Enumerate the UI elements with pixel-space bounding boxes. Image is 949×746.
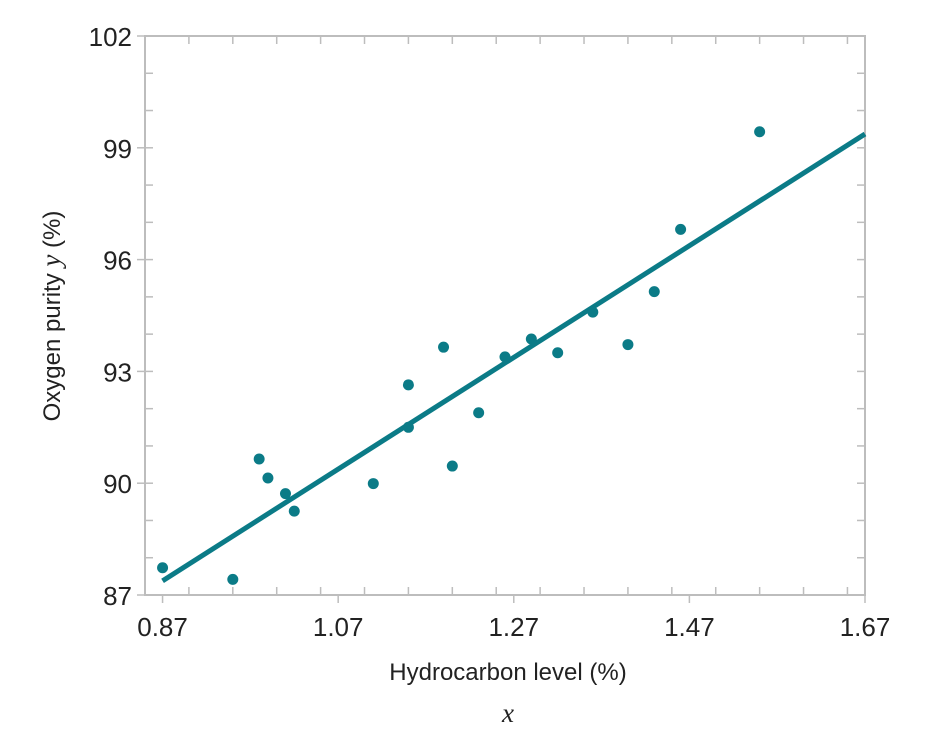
y-tick-label: 99 xyxy=(103,134,132,164)
y-axis-label-suffix: (%) xyxy=(39,211,66,255)
regression-line xyxy=(161,131,867,583)
x-tick-label: 1.67 xyxy=(840,612,891,642)
data-point xyxy=(622,339,634,351)
data-point xyxy=(402,421,414,433)
x-tick-label: 1.47 xyxy=(664,612,715,642)
data-point xyxy=(262,472,274,484)
data-point xyxy=(648,286,660,298)
y-axis-label: Oxygen purity y (%) xyxy=(36,211,66,422)
x-axis-label: Hydrocarbon level (%) xyxy=(389,659,626,686)
data-point xyxy=(499,351,511,363)
x-variable-label: x xyxy=(501,698,514,728)
data-point xyxy=(279,488,291,500)
y-axis-label-variable: y xyxy=(36,255,66,270)
y-tick-label: 102 xyxy=(89,22,132,52)
x-tick-label: 0.87 xyxy=(137,612,188,642)
axis-ticks xyxy=(137,35,866,603)
y-tick-label: 93 xyxy=(103,357,132,387)
data-points xyxy=(157,126,766,585)
data-point xyxy=(367,478,379,490)
y-tick-label: 90 xyxy=(103,469,132,499)
data-point xyxy=(227,573,239,585)
y-axis-label-prefix: Oxygen purity xyxy=(39,267,66,422)
y-tick-labels: 87 90 93 96 99 102 xyxy=(89,22,132,611)
data-point xyxy=(552,347,564,359)
x-tick-label: 1.27 xyxy=(488,612,539,642)
plot-frame xyxy=(144,35,866,596)
data-point xyxy=(402,379,414,391)
data-point xyxy=(253,453,265,465)
data-point xyxy=(675,223,687,235)
x-tick-labels: 0.87 1.07 1.27 1.47 1.67 xyxy=(137,612,890,642)
data-point xyxy=(525,333,537,345)
data-point xyxy=(288,505,300,517)
data-point xyxy=(587,306,599,318)
y-tick-label: 96 xyxy=(103,246,132,276)
data-point xyxy=(473,407,485,419)
data-point xyxy=(438,341,450,353)
y-tick-label: 87 xyxy=(103,581,132,611)
data-point xyxy=(446,460,458,472)
x-tick-label: 1.07 xyxy=(313,612,364,642)
data-point xyxy=(157,562,169,574)
data-point xyxy=(754,126,766,138)
